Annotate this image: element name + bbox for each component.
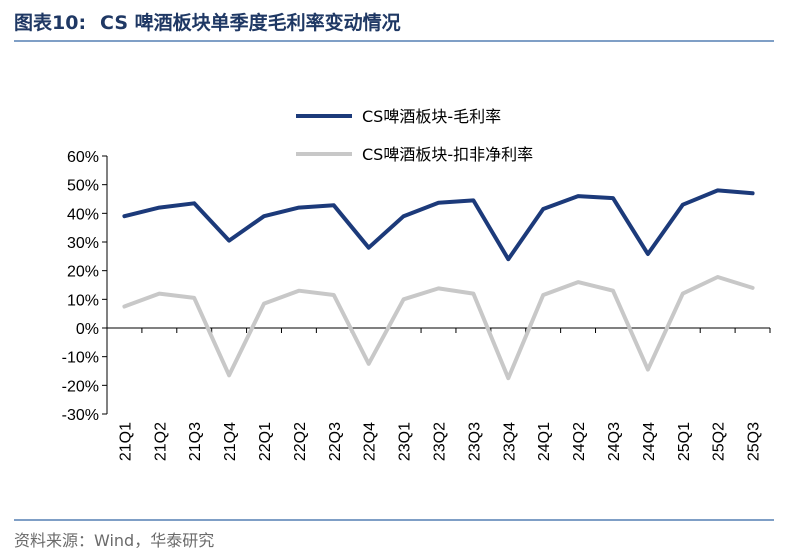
point-net-margin <box>576 280 580 284</box>
y-tick-label: 10% <box>67 292 99 309</box>
point-net-margin <box>611 289 615 293</box>
point-net-margin <box>122 305 126 308</box>
x-tick-label: 21Q2 <box>152 422 169 461</box>
x-tick-label: 21Q1 <box>117 422 134 461</box>
y-tick-label: 40% <box>67 206 99 223</box>
point-gross-margin <box>751 191 755 195</box>
point-net-margin <box>297 289 301 293</box>
point-gross-margin <box>157 206 161 210</box>
line-chart: CS啤酒板块-毛利率 CS啤酒板块-扣非净利率 -30% -20% -10% 0% 10%… <box>62 107 771 461</box>
y-tick-label: 50% <box>67 178 99 195</box>
x-axis: 21Q1 21Q2 21Q3 21Q4 22Q1 22Q2 22Q3 22Q4 23Q1 23Q2… <box>106 327 771 461</box>
x-tick-label: 24Q4 <box>641 422 658 461</box>
y-tick-label: 60% <box>67 149 99 166</box>
x-tick-label: 22Q4 <box>362 422 379 461</box>
y-tick-label: -20% <box>62 378 99 395</box>
point-net-margin <box>437 286 440 290</box>
point-net-margin <box>262 302 266 306</box>
point-net-margin <box>681 292 685 296</box>
point-net-margin <box>402 297 406 301</box>
point-gross-margin <box>681 203 685 207</box>
x-tick-label: 21Q3 <box>187 422 204 461</box>
point-net-margin <box>506 376 510 380</box>
title-divider <box>14 40 774 42</box>
point-gross-margin <box>437 201 440 205</box>
figure-title-text: CS 啤酒板块单季度毛利率变动情况 <box>100 12 401 34</box>
x-tick-label: 24Q3 <box>606 422 623 461</box>
source-note: 资料来源：Wind，华泰研究 <box>14 531 215 550</box>
point-net-margin <box>227 373 231 377</box>
point-net-margin <box>646 368 650 372</box>
point-gross-margin <box>227 239 231 243</box>
x-tick-label: 25Q1 <box>676 422 693 461</box>
point-net-margin <box>471 292 475 296</box>
x-tick-label: 24Q1 <box>536 422 553 461</box>
point-gross-margin <box>716 188 720 192</box>
point-net-margin <box>192 296 196 300</box>
figure-number: 图表10: <box>14 12 87 34</box>
point-net-margin <box>367 362 371 366</box>
figure-title: 图表10: CS 啤酒板块单季度毛利率变动情况 <box>14 8 401 35</box>
point-gross-margin <box>402 214 406 218</box>
x-tick-label: 22Q2 <box>292 422 309 461</box>
y-axis: -30% -20% -10% 0% 10% 20% 30% 40% 50% 60% <box>62 149 108 424</box>
point-gross-margin <box>646 252 650 256</box>
x-tick-label: 23Q1 <box>397 422 414 461</box>
legend-label-gross-margin: CS啤酒板块-毛利率 <box>362 107 501 126</box>
x-tick-label: 21Q4 <box>222 422 239 461</box>
point-gross-margin <box>297 206 301 210</box>
point-net-margin <box>157 292 161 296</box>
x-tick-label: 23Q3 <box>466 422 483 461</box>
series-line-gross-margin <box>122 188 755 262</box>
point-net-margin <box>541 293 545 297</box>
point-gross-margin <box>122 214 126 218</box>
x-tick-label: 23Q4 <box>501 422 518 461</box>
x-tick-label: 22Q1 <box>257 422 274 461</box>
y-tick-label: -10% <box>62 350 99 367</box>
x-tick-label: 25Q3 <box>746 422 763 461</box>
point-gross-margin <box>611 196 615 200</box>
y-tick-label: -30% <box>62 407 99 424</box>
x-tick-label: 22Q3 <box>327 422 344 461</box>
x-tick-label: 23Q2 <box>432 422 449 461</box>
point-gross-margin <box>262 214 266 218</box>
point-gross-margin <box>332 203 336 207</box>
y-tick-label: 0% <box>76 321 99 338</box>
point-net-margin <box>716 275 720 279</box>
source-divider <box>14 519 774 521</box>
y-tick-label: 30% <box>67 235 99 252</box>
point-gross-margin <box>506 257 510 261</box>
x-tick-label: 24Q2 <box>571 422 588 461</box>
point-net-margin <box>332 293 336 297</box>
point-gross-margin <box>471 198 475 202</box>
point-gross-margin <box>367 246 371 250</box>
point-gross-margin <box>576 194 580 198</box>
x-tick-label: 25Q2 <box>711 422 728 461</box>
series-layer <box>122 188 755 381</box>
legend-label-net-margin: CS啤酒板块-扣非净利率 <box>362 145 533 164</box>
point-gross-margin <box>541 207 545 211</box>
point-gross-margin <box>192 201 196 205</box>
point-net-margin <box>751 286 755 290</box>
chart-legend: CS啤酒板块-毛利率 CS啤酒板块-扣非净利率 <box>296 107 533 164</box>
y-tick-label: 20% <box>67 264 99 281</box>
